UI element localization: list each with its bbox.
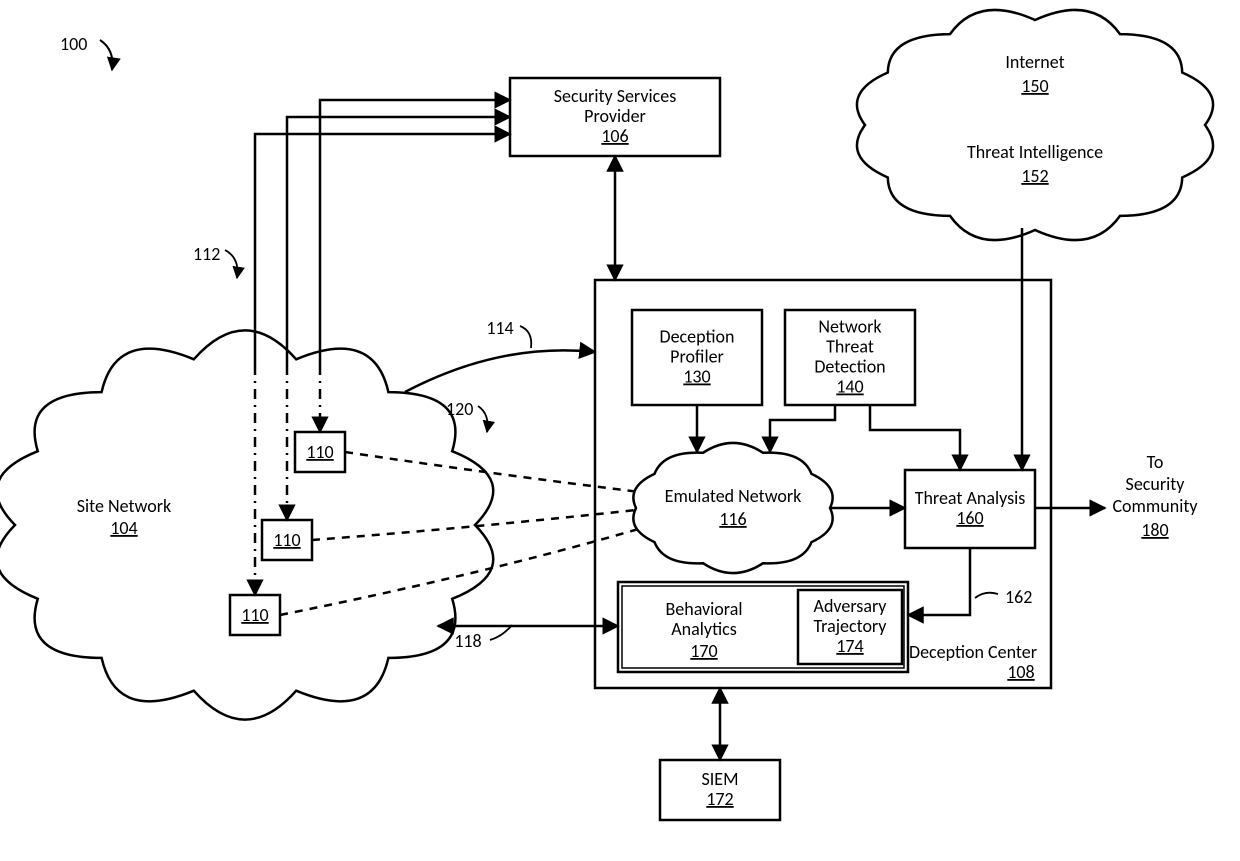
svg-text:110: 110 — [306, 441, 333, 463]
svg-text:Behavioral: Behavioral — [666, 598, 743, 620]
svg-text:140: 140 — [836, 376, 863, 398]
network-security-diagram: 100 Site Network104 Internet150 Threat Inte… — [0, 0, 1240, 861]
svg-text:Deception: Deception — [660, 326, 735, 348]
svg-text:162: 162 — [1005, 586, 1032, 608]
svg-text:Security: Security — [1126, 473, 1186, 495]
svg-text:Trajectory: Trajectory — [814, 615, 888, 637]
svg-text:Threat Intelligence: Threat Intelligence — [967, 141, 1103, 163]
svg-text:160: 160 — [956, 507, 983, 529]
svg-text:Threat: Threat — [826, 336, 874, 358]
svg-text:To: To — [1147, 451, 1164, 473]
svg-text:Adversary: Adversary — [814, 595, 888, 617]
svg-text:Community: Community — [1112, 495, 1198, 517]
edge-node-top-ssp-3 — [255, 134, 510, 365]
svg-text:104: 104 — [110, 517, 137, 539]
svg-text:Site Network: Site Network — [77, 495, 171, 517]
svg-text:Security Services: Security Services — [554, 85, 676, 107]
svg-text:100: 100 — [60, 33, 87, 55]
svg-text:120: 120 — [446, 398, 473, 420]
edge-node-top-ssp-1 — [320, 100, 510, 365]
svg-text:Deception Center: Deception Center — [909, 641, 1037, 663]
svg-text:114: 114 — [486, 317, 513, 339]
svg-text:112: 112 — [193, 243, 220, 265]
svg-text:Detection: Detection — [814, 356, 885, 378]
svg-text:Profiler: Profiler — [670, 346, 724, 368]
svg-text:170: 170 — [690, 640, 717, 662]
svg-text:152: 152 — [1021, 165, 1048, 187]
internet-cloud — [857, 10, 1213, 240]
svg-text:150: 150 — [1021, 75, 1048, 97]
svg-text:Emulated Network: Emulated Network — [665, 485, 802, 507]
svg-text:Analytics: Analytics — [671, 618, 737, 640]
svg-text:172: 172 — [706, 788, 733, 810]
svg-text:Network: Network — [818, 316, 881, 338]
svg-text:Provider: Provider — [584, 105, 646, 127]
ref-100-hook — [100, 40, 113, 70]
svg-text:116: 116 — [719, 508, 746, 530]
svg-text:Internet: Internet — [1005, 51, 1064, 73]
edge-114 — [405, 350, 595, 392]
svg-text:180: 180 — [1141, 519, 1168, 541]
svg-text:106: 106 — [601, 125, 628, 147]
svg-text:110: 110 — [273, 529, 300, 551]
svg-text:Threat Analysis: Threat Analysis — [915, 487, 1026, 509]
svg-text:174: 174 — [836, 635, 863, 657]
svg-text:110: 110 — [241, 604, 268, 626]
svg-text:118: 118 — [454, 630, 481, 652]
svg-text:SIEM: SIEM — [702, 768, 739, 790]
svg-text:130: 130 — [683, 366, 710, 388]
site-network-cloud — [0, 330, 493, 719]
svg-text:108: 108 — [1007, 661, 1034, 683]
